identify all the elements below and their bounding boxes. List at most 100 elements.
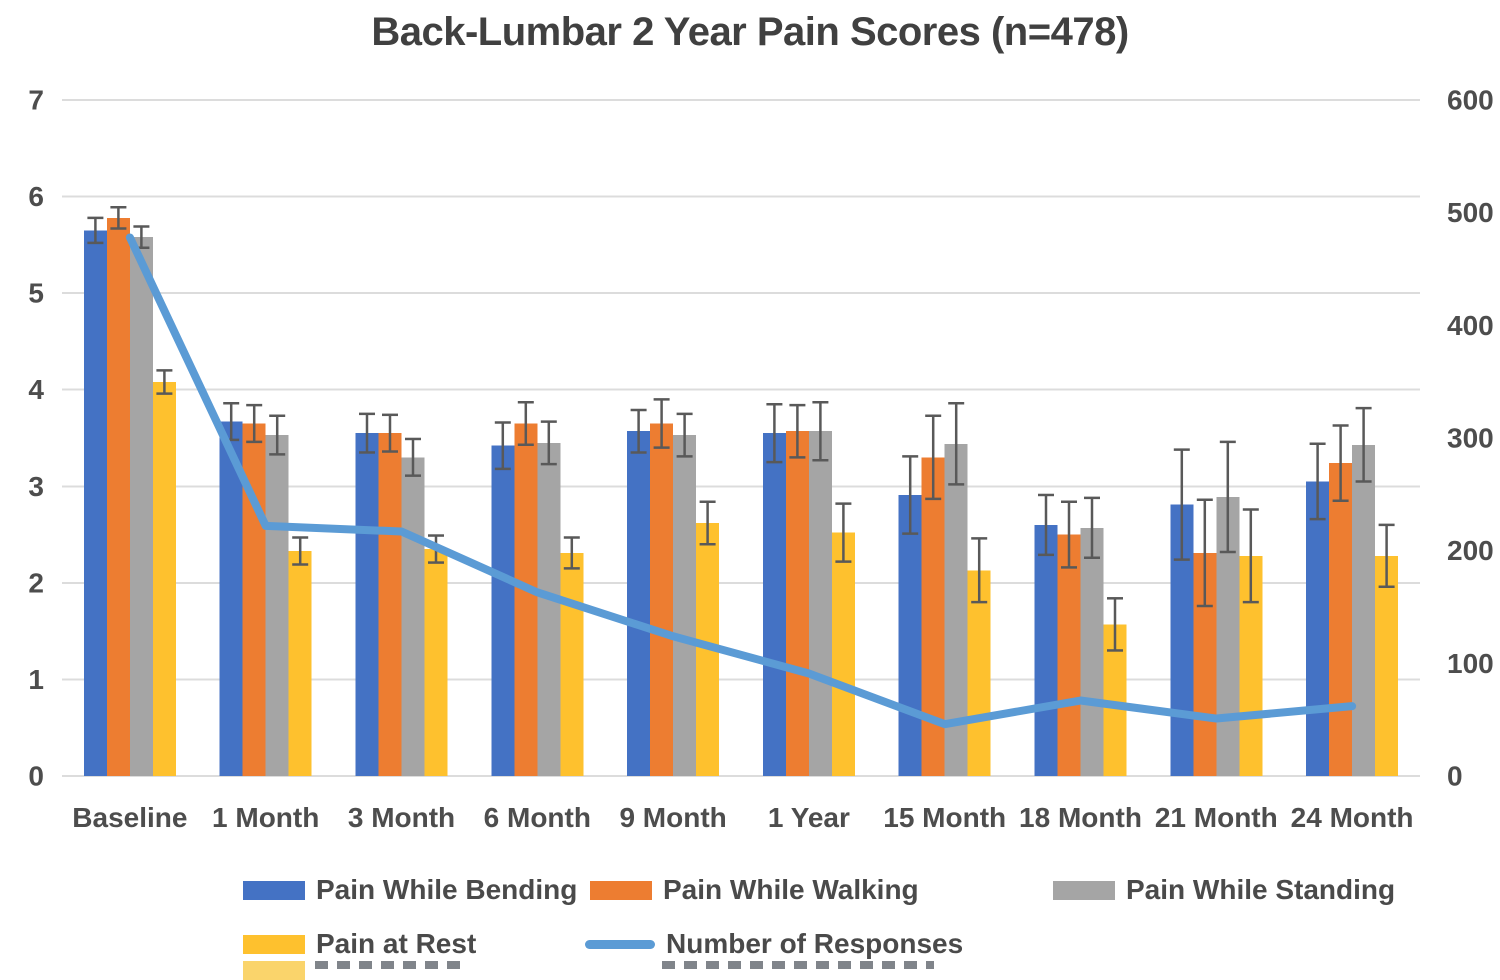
legend-item: Pain While Bending — [243, 874, 577, 906]
legend-label: Number of Responses — [666, 928, 964, 959]
error-bar — [540, 420, 557, 466]
bar-pain-while-standing-4 — [673, 435, 697, 776]
right-axis-tick-label: 300 — [1447, 423, 1494, 454]
legend-item: Pain at Rest — [243, 928, 476, 960]
legend-label: Pain While Bending — [316, 874, 578, 905]
bar-pain-while-standing-2 — [401, 457, 425, 776]
error-bar — [382, 413, 398, 453]
error-bar — [902, 455, 919, 535]
error-bar — [676, 412, 693, 458]
bar-pain-while-bending-5 — [762, 433, 786, 776]
error-bar — [1173, 448, 1190, 561]
bar-pain-while-standing-5 — [808, 431, 832, 776]
bar-pain-while-standing-9 — [1352, 444, 1376, 776]
bar-pain-while-walking-0 — [106, 217, 130, 776]
error-bar — [948, 401, 965, 486]
error-bar — [517, 401, 534, 447]
bar-pain-at-rest-0 — [152, 381, 176, 776]
error-bar — [1332, 424, 1349, 503]
error-bar — [87, 216, 104, 245]
bar-pain-at-rest-9 — [1375, 555, 1399, 776]
left-axis-tick-label: 1 — [28, 664, 44, 695]
error-bar — [699, 500, 716, 546]
legend-item: Pain While Walking — [590, 874, 919, 906]
error-bar — [630, 408, 647, 454]
error-bar — [1242, 508, 1259, 604]
x-axis-label: 6 Month — [483, 802, 591, 833]
left-axis-tick-label: 3 — [28, 471, 44, 502]
x-axis-label: 15 Month — [883, 802, 1007, 833]
clipped-legend-text — [662, 961, 934, 969]
right-axis-tick-label: 400 — [1447, 310, 1494, 341]
bar-pain-while-bending-0 — [83, 230, 107, 776]
bar-pain-while-bending-1 — [219, 421, 243, 776]
bar-pain-while-bending-3 — [491, 445, 515, 776]
right-axis-tick-label: 200 — [1447, 535, 1494, 566]
error-bar — [1061, 500, 1077, 569]
error-bar — [1219, 440, 1236, 554]
clipped-legend-swatch-icon — [243, 961, 305, 980]
legend-swatch-icon — [1053, 880, 1115, 900]
error-bar — [789, 403, 806, 459]
bar-pain-at-rest-5 — [831, 532, 855, 776]
bar-pain-while-standing-3 — [537, 442, 561, 776]
x-axis-label: 24 Month — [1290, 802, 1414, 833]
left-axis-tick-label: 0 — [28, 761, 44, 792]
bar-pain-while-bending-2 — [355, 433, 379, 776]
error-bar — [766, 402, 783, 464]
bar-pain-at-rest-6 — [967, 570, 991, 776]
error-bar — [359, 412, 375, 454]
left-axis-tick-label: 7 — [28, 85, 44, 116]
error-bar — [971, 537, 988, 604]
error-bar — [405, 437, 421, 477]
legend-swatch-icon — [590, 880, 652, 900]
right-axis-tick-label: 0 — [1447, 761, 1463, 792]
error-bar — [269, 414, 286, 456]
responses-line — [125, 233, 1357, 729]
bar-pain-while-standing-8 — [1216, 496, 1240, 776]
clipped-legend-text — [315, 961, 465, 969]
left-axis-tick-label: 4 — [28, 374, 44, 405]
left-axis-tick-label: 6 — [28, 181, 44, 212]
error-bar — [292, 536, 309, 566]
error-bar — [1038, 493, 1054, 557]
bar-pain-while-standing-1 — [265, 435, 289, 776]
bar-pain-while-bending-4 — [627, 431, 651, 776]
bar-pain-while-walking-2 — [378, 433, 402, 776]
x-axis-label: 1 Month — [212, 802, 320, 833]
legend-line-swatch-icon — [585, 939, 655, 949]
left-axis-tick-label: 2 — [28, 567, 44, 598]
x-axis-label: 18 Month — [1019, 802, 1142, 833]
legend-label: Pain at Rest — [316, 928, 477, 959]
bar-pain-at-rest-1 — [288, 550, 312, 776]
error-bar — [1107, 597, 1123, 652]
bar-pain-while-bending-7 — [1034, 524, 1058, 776]
left-axis-tick-label: 5 — [28, 278, 44, 309]
error-bar — [925, 414, 942, 501]
error-bar — [1309, 442, 1326, 521]
bar-pain-while-walking-9 — [1329, 463, 1353, 776]
bar-pain-while-walking-6 — [921, 457, 945, 776]
bar-pain-while-bending-6 — [898, 494, 922, 776]
bar-pain-while-walking-3 — [514, 423, 538, 776]
error-bar — [156, 369, 173, 395]
right-axis-tick-label: 600 — [1447, 85, 1494, 116]
error-bar — [563, 536, 580, 570]
bar-pain-at-rest-2 — [424, 549, 448, 776]
chart-title: Back-Lumbar 2 Year Pain Scores (n=478) — [371, 10, 1129, 54]
bar-pain-while-standing-6 — [944, 443, 968, 776]
error-bar — [1378, 523, 1395, 588]
error-bar — [1084, 496, 1100, 559]
bar-pain-at-rest-8 — [1239, 555, 1263, 776]
legend-item: Number of Responses — [585, 928, 963, 960]
bar-pain-while-walking-5 — [785, 431, 809, 776]
error-bar — [494, 421, 511, 471]
right-axis-tick-label: 100 — [1447, 648, 1494, 679]
x-axis-label: Baseline — [72, 802, 188, 833]
error-bar — [110, 205, 127, 230]
bar-pain-while-standing-0 — [129, 237, 153, 777]
x-axis-label: 9 Month — [619, 802, 727, 833]
legend-swatch-icon — [243, 880, 305, 900]
